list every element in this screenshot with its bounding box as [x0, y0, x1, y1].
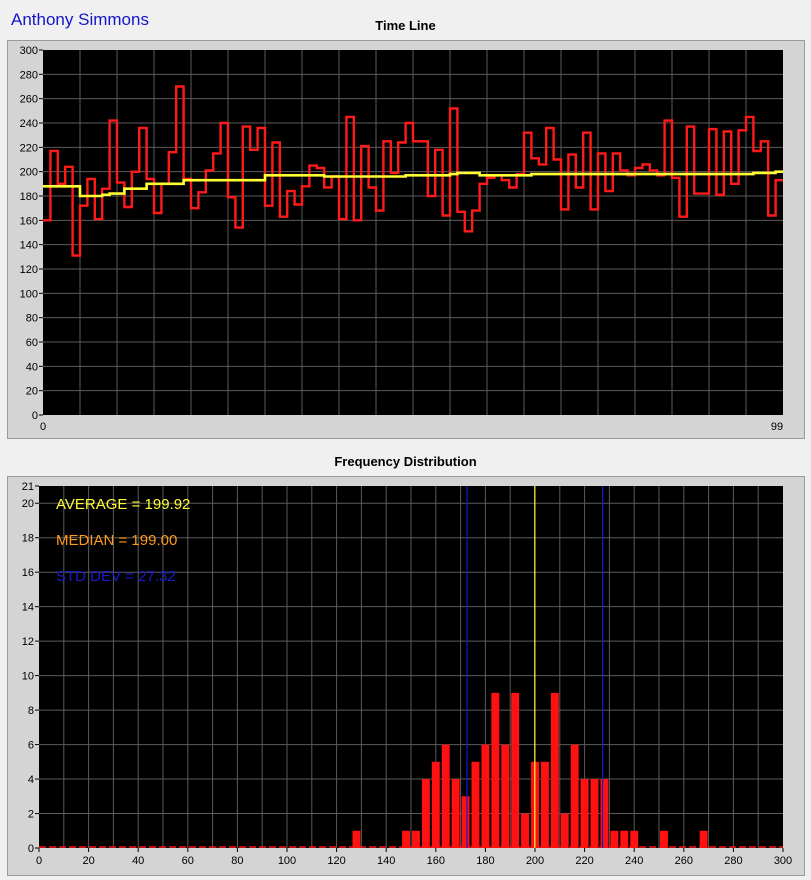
frequency-bar — [600, 779, 609, 848]
y-tick-label: 160 — [20, 215, 38, 227]
timeline-chart: 0 20 40 60 80 100 120 140 160 180 200 220 240 260 280 3… — [20, 45, 783, 433]
y-tick-label: 220 — [20, 142, 38, 154]
y-tick-label: 0 — [28, 843, 34, 855]
x-tick-label: 80 — [231, 855, 243, 867]
y-tick-label: 140 — [20, 240, 38, 252]
x-tick-label: 280 — [724, 855, 742, 867]
y-tick-label: 8 — [28, 705, 34, 717]
frequency-bar — [511, 692, 520, 848]
y-tick-label: 21 — [22, 481, 34, 493]
y-tick-label: 280 — [20, 69, 38, 81]
y-tick-label: 14 — [22, 602, 34, 614]
x-tick-label: 160 — [427, 855, 445, 867]
y-tick-label: 2 — [28, 809, 34, 821]
frequency-bar — [421, 779, 430, 848]
frequency-bar — [471, 761, 480, 848]
x-tick-label: 0 — [36, 855, 42, 867]
x-tick-label: 0 — [40, 421, 46, 433]
y-tick-label: 200 — [20, 167, 38, 179]
y-tick-label: 40 — [26, 361, 38, 373]
y-tick-label: 240 — [20, 118, 38, 130]
frequency-bar — [481, 744, 490, 848]
frequency-bar — [620, 830, 629, 848]
frequency-bar — [630, 830, 639, 848]
frequency-title: Frequency Distribution — [334, 454, 477, 469]
frequency-bar — [352, 830, 361, 848]
frequency-bar — [610, 830, 619, 848]
x-tick-label: 60 — [182, 855, 194, 867]
frequency-bar — [412, 830, 420, 848]
y-tick-label: 120 — [20, 264, 38, 276]
x-tick-label: 120 — [327, 855, 345, 867]
frequency-bar — [461, 796, 470, 848]
frequency-bar — [521, 813, 530, 848]
frequency-bar — [660, 830, 668, 848]
x-tick-label: 240 — [625, 855, 643, 867]
frequency-bar — [590, 779, 599, 848]
frequency-bar — [540, 761, 549, 848]
y-tick-label: 80 — [26, 313, 38, 325]
frequency-chart-frame: 0 2 4 6 8 10 12 14 16 18 20 21 0 20 40 60 80 100 120 140 160… — [7, 476, 805, 876]
stat-label-std-dev: STD DEV = 27.32 — [56, 568, 176, 585]
y-tick-label: 300 — [20, 45, 38, 57]
y-tick-label: 20 — [26, 386, 38, 398]
frequency-bar — [491, 692, 500, 848]
x-tick-label: 40 — [132, 855, 144, 867]
x-tick-label: 300 — [774, 855, 792, 867]
y-tick-label: 4 — [28, 774, 34, 786]
y-tick-label: 100 — [20, 288, 38, 300]
frequency-bar — [402, 830, 410, 848]
user-name: Anthony Simmons — [11, 10, 149, 29]
frequency-bar — [560, 813, 569, 848]
y-tick-label: 16 — [22, 567, 34, 579]
timeline-series-average — [43, 170, 783, 198]
stat-label-median: MEDIAN = 199.00 — [56, 532, 177, 549]
x-tick-label: 220 — [575, 855, 593, 867]
y-tick-label: 10 — [22, 671, 34, 683]
frequency-bar — [550, 692, 559, 848]
frequency-chart: 0 2 4 6 8 10 12 14 16 18 20 21 0 20 40 60 80 100 120 140 160… — [22, 481, 792, 867]
x-tick-label: 180 — [476, 855, 494, 867]
y-tick-label: 18 — [22, 533, 34, 545]
x-tick-label: 100 — [278, 855, 296, 867]
y-tick-label: 12 — [22, 636, 34, 648]
y-tick-label: 6 — [28, 740, 34, 752]
y-tick-label: 20 — [22, 498, 34, 510]
frequency-bar — [699, 830, 708, 848]
y-tick-label: 180 — [20, 191, 38, 203]
x-tick-label: 200 — [526, 855, 544, 867]
frequency-bar — [441, 744, 450, 848]
x-tick-label: 99 — [771, 421, 783, 433]
y-tick-label: 260 — [20, 94, 38, 106]
x-tick-label: 20 — [82, 855, 94, 867]
x-tick-label: 140 — [377, 855, 395, 867]
frequency-bar — [451, 779, 460, 848]
timeline-chart-frame: 0 20 40 60 80 100 120 140 160 180 200 220 240 260 280 3… — [7, 40, 805, 439]
timeline-title: Time Line — [375, 18, 436, 33]
frequency-bar — [570, 744, 579, 848]
frequency-bar — [580, 779, 589, 848]
y-tick-label: 0 — [32, 410, 38, 422]
x-tick-label: 260 — [675, 855, 693, 867]
frequency-bar — [431, 761, 440, 848]
frequency-bar — [501, 744, 510, 848]
stat-label-average: AVERAGE = 199.92 — [56, 496, 190, 513]
y-tick-label: 60 — [26, 337, 38, 349]
